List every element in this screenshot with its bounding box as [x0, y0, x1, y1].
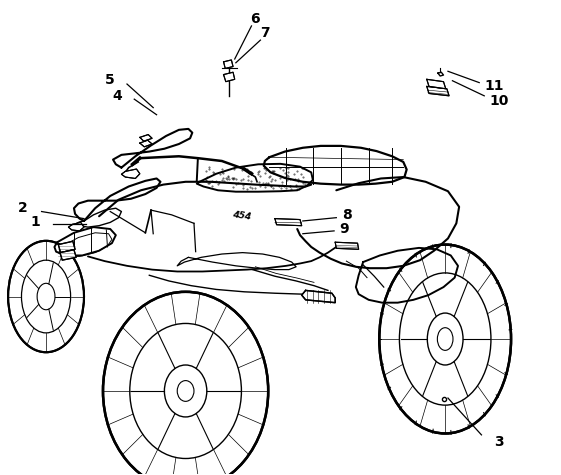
Polygon shape — [302, 290, 335, 303]
Ellipse shape — [105, 294, 266, 475]
Text: 11: 11 — [484, 79, 503, 94]
Polygon shape — [335, 242, 358, 249]
Text: 4: 4 — [113, 89, 122, 103]
Polygon shape — [140, 134, 152, 141]
Polygon shape — [140, 140, 152, 147]
Text: 1: 1 — [30, 215, 40, 229]
Text: 9: 9 — [339, 222, 349, 236]
Polygon shape — [427, 86, 449, 96]
Text: 454: 454 — [231, 210, 251, 221]
Polygon shape — [121, 169, 140, 179]
Polygon shape — [224, 60, 233, 68]
Polygon shape — [224, 72, 234, 82]
Text: 3: 3 — [494, 435, 504, 448]
Ellipse shape — [381, 247, 509, 432]
Polygon shape — [427, 79, 446, 89]
Polygon shape — [68, 222, 84, 231]
Text: 6: 6 — [251, 12, 260, 26]
Polygon shape — [275, 218, 302, 226]
Text: 8: 8 — [343, 208, 352, 222]
Text: 2: 2 — [18, 201, 27, 215]
Polygon shape — [58, 241, 75, 253]
Text: 10: 10 — [490, 94, 509, 107]
Text: 5: 5 — [105, 73, 115, 87]
Text: 7: 7 — [260, 27, 270, 40]
Polygon shape — [60, 250, 76, 260]
Ellipse shape — [10, 243, 82, 350]
